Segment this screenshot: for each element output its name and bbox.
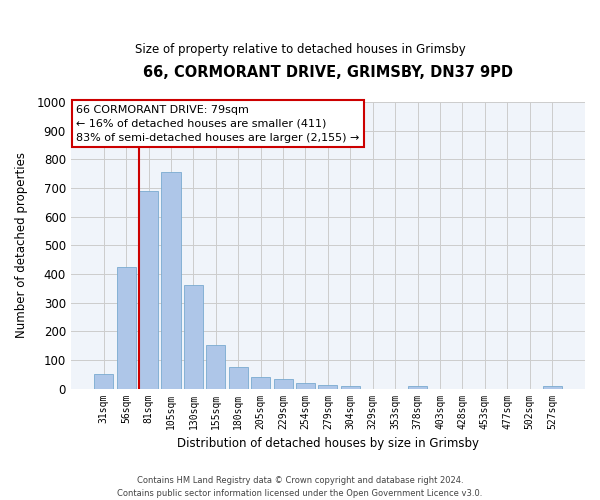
Bar (184, 285, 203, 389)
Bar (139, 192, 158, 388)
Text: Size of property relative to detached houses in Grimsby: Size of property relative to detached ho… (134, 42, 466, 56)
X-axis label: Distribution of detached houses by size in Grimsby: Distribution of detached houses by size … (177, 437, 479, 450)
Text: 66 CORMORANT DRIVE: 79sqm
← 16% of detached houses are smaller (411)
83% of semi: 66 CORMORANT DRIVE: 79sqm ← 16% of detac… (76, 105, 359, 143)
Bar (319, 385, 337, 388)
Bar (296, 384, 315, 388)
Bar (229, 367, 248, 388)
Bar (206, 344, 226, 389)
Title: 66, CORMORANT DRIVE, GRIMSBY, DN37 9PD: 66, CORMORANT DRIVE, GRIMSBY, DN37 9PD (143, 65, 513, 80)
Bar (116, 267, 136, 388)
Bar (542, 386, 562, 388)
Bar (161, 172, 181, 388)
Y-axis label: Number of detached properties: Number of detached properties (15, 152, 28, 338)
Bar (274, 380, 293, 388)
Bar (341, 386, 360, 388)
Text: Contains HM Land Registry data © Crown copyright and database right 2024.
Contai: Contains HM Land Registry data © Crown c… (118, 476, 482, 498)
Bar (94, 374, 113, 388)
Bar (408, 386, 427, 388)
Bar (251, 377, 270, 388)
